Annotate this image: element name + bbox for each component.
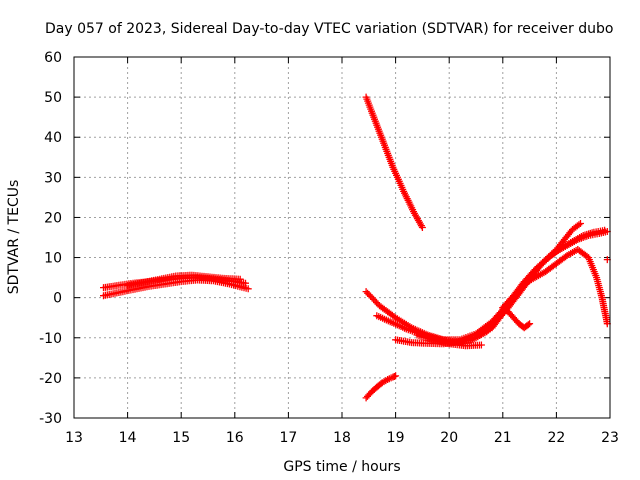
data-point-markers	[362, 93, 426, 231]
x-tick-label: 20	[440, 430, 458, 446]
y-tick-label: -10	[39, 331, 62, 347]
ticks-layer: 13 14 15 16 17 18 19 20 21 22 23 -30 -20 -10 0 10 20 30 40…	[39, 50, 619, 446]
x-tick-label: 17	[279, 430, 297, 446]
data-point-markers	[362, 372, 400, 402]
series-arc-d	[362, 93, 426, 231]
x-axis-label: GPS time / hours	[283, 459, 400, 475]
x-tick-label: 13	[65, 430, 83, 446]
series-arc-j	[413, 331, 485, 350]
x-tick-label: 14	[119, 430, 137, 446]
data-point-markers	[100, 276, 252, 300]
y-tick-label: 10	[44, 251, 62, 267]
y-tick-label: -20	[39, 371, 62, 387]
grid-layer	[74, 57, 610, 418]
x-tick-label: 19	[387, 430, 405, 446]
series-arc-c	[124, 271, 244, 290]
y-tick-label: 50	[44, 90, 62, 106]
y-axis-label: SDTVAR / TECUs	[6, 180, 22, 295]
y-tick-label: 0	[53, 291, 62, 307]
y-tick-label: 30	[44, 170, 62, 186]
data-point-markers	[413, 331, 485, 350]
data-point-markers	[499, 246, 611, 328]
y-tick-label: 40	[44, 130, 62, 146]
x-tick-label: 16	[226, 430, 244, 446]
x-tick-label: 22	[547, 430, 565, 446]
y-tick-label: -30	[39, 411, 62, 427]
series-arc-b	[100, 276, 252, 300]
x-tick-label: 18	[333, 430, 351, 446]
chart-title: Day 057 of 2023, Sidereal Day-to-day VTE…	[45, 21, 613, 37]
series-arc-h	[392, 220, 584, 348]
data-point-markers	[392, 220, 584, 348]
x-tick-label: 21	[494, 430, 512, 446]
x-tick-label: 23	[601, 430, 619, 446]
y-tick-label: 60	[44, 50, 62, 66]
data-point-markers	[124, 271, 244, 290]
series-arc-e	[362, 372, 400, 402]
y-tick-label: 20	[44, 210, 62, 226]
x-tick-label: 15	[172, 430, 190, 446]
plot-frame	[73, 56, 611, 419]
series-arc-i	[499, 246, 611, 328]
data-point-markers	[499, 304, 534, 332]
data-points	[100, 93, 611, 402]
series-arc-k	[499, 304, 534, 332]
